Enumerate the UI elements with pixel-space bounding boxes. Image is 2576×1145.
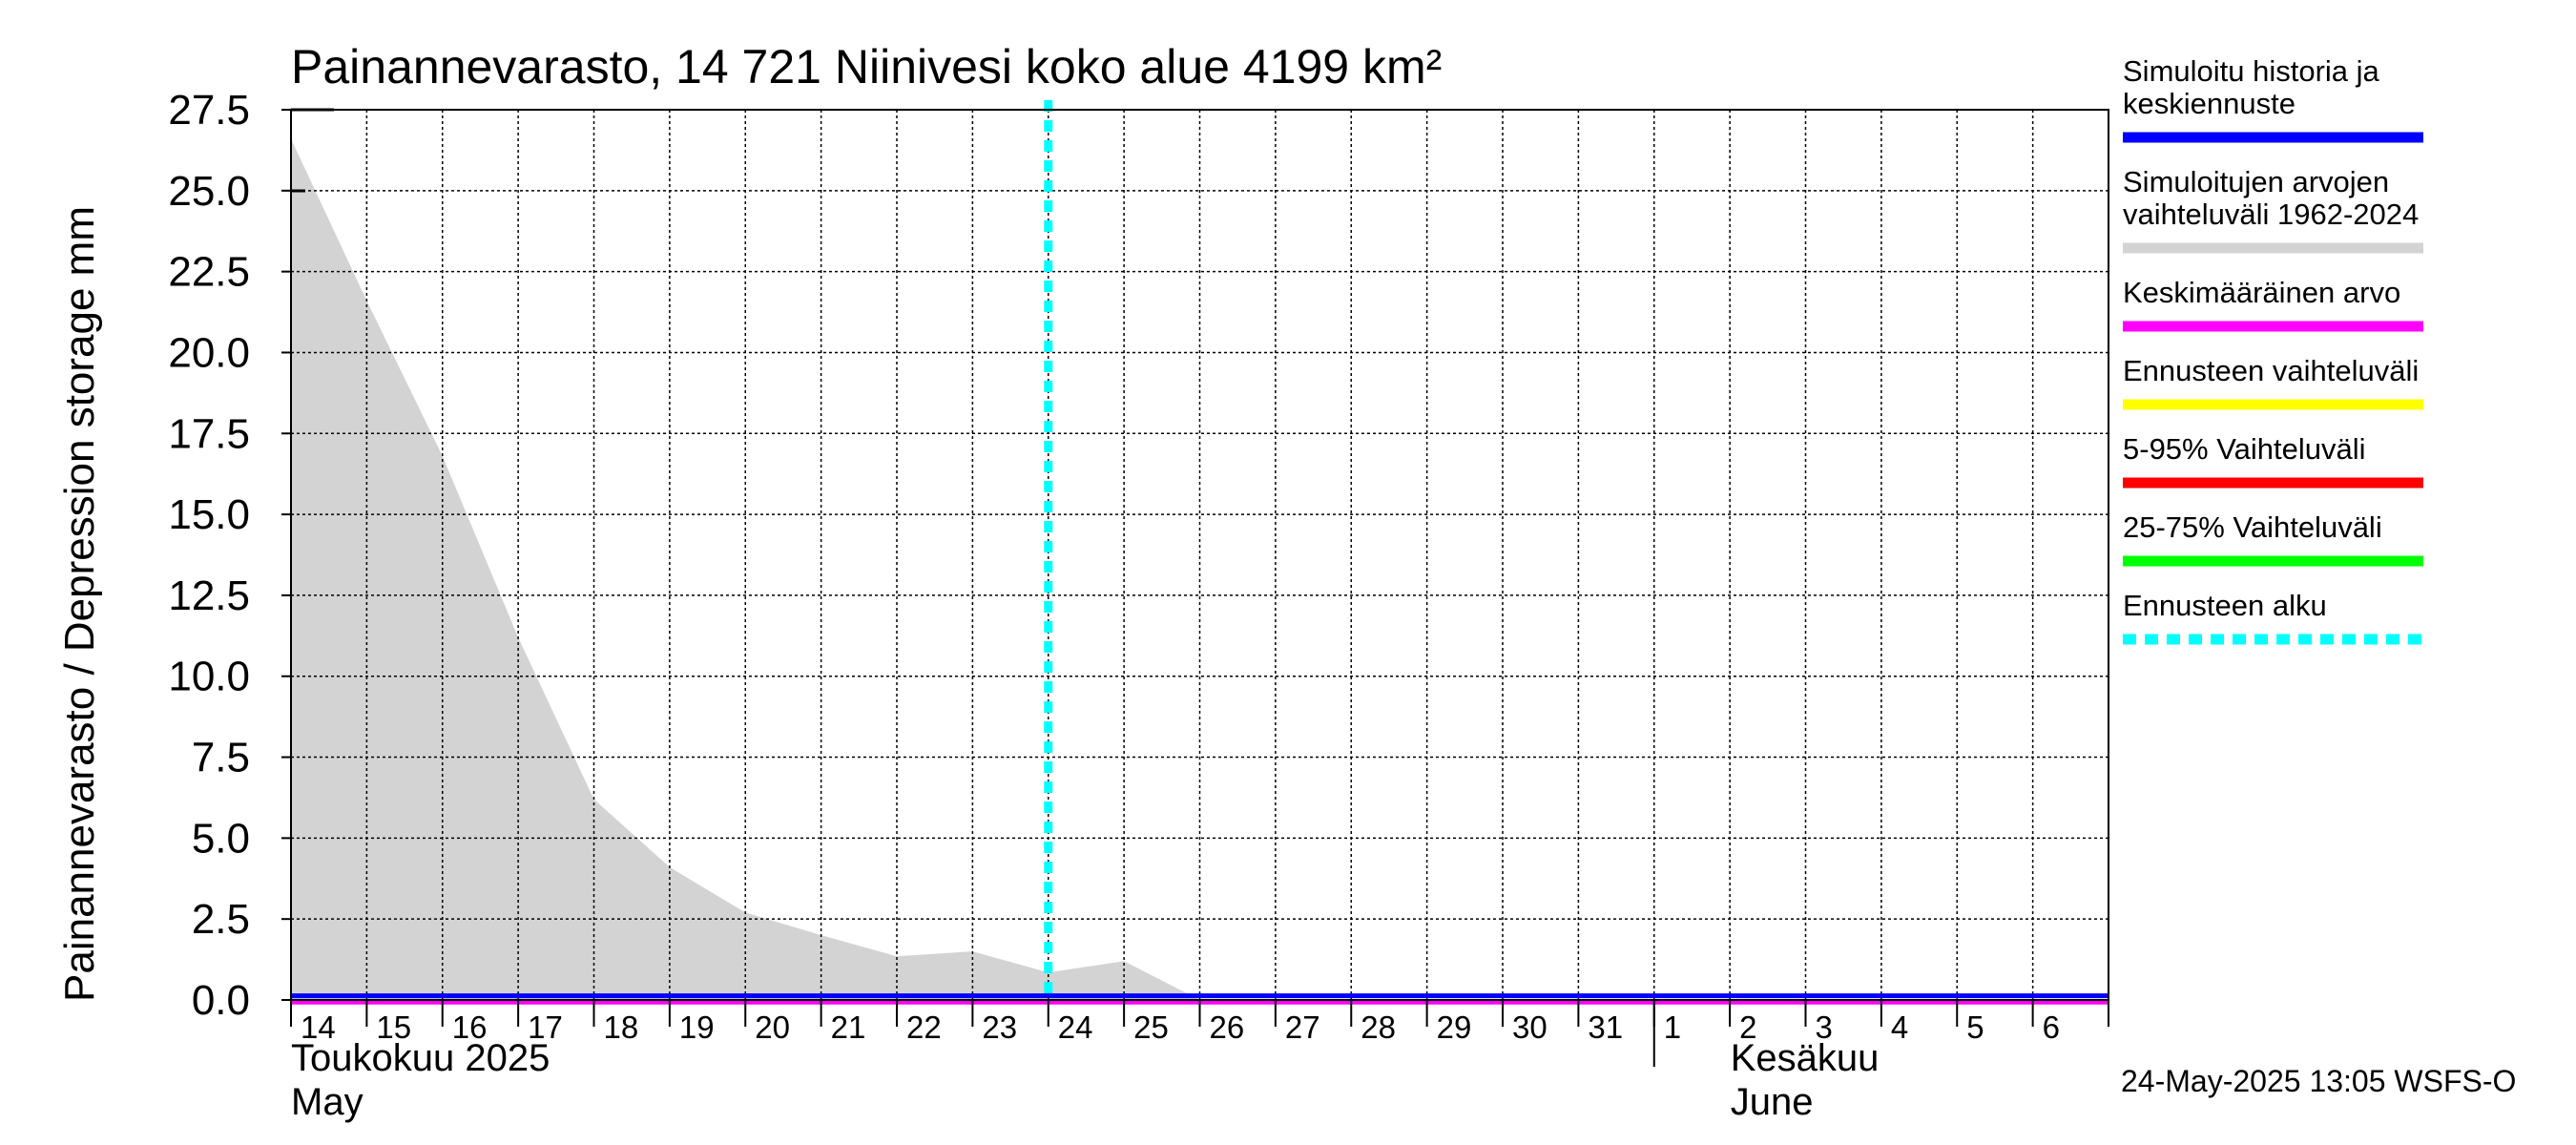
x-tick-label: 1	[1664, 1010, 1681, 1045]
x-tick-label: 5	[1966, 1010, 1984, 1045]
y-tick-label: 2.5	[192, 896, 250, 943]
y-tick-label: 15.0	[168, 491, 250, 538]
legend-label: vaihteluväli 1962-2024	[2123, 198, 2419, 231]
x-tick-label: 17	[528, 1010, 563, 1045]
x-tick-label: 27	[1285, 1010, 1320, 1045]
x-tick-label: 2	[1739, 1010, 1756, 1045]
plot-area: 0.0 2.5 5.0 7.5 10.0 12.5 15.0 17.5 20.0 22.5 25.0…	[168, 87, 2109, 1123]
y-tick-label: 20.0	[168, 329, 250, 376]
y-tick-label: 10.0	[168, 654, 250, 700]
legend-label: Ennusteen vaihteluväli	[2123, 354, 2419, 387]
y-axis-label: Painannevarasto / Depression storage mm	[56, 206, 103, 1002]
footer-timestamp: 24-May-2025 13:05 WSFS-O	[2121, 1064, 2516, 1098]
range-band-area	[291, 138, 2109, 1000]
month-label-fi: Kesäkuu	[1731, 1037, 1880, 1079]
x-tick-label: 31	[1588, 1010, 1623, 1045]
y-tick-label: 7.5	[192, 735, 250, 781]
x-tick-label: 21	[831, 1010, 866, 1045]
y-tick-label: 12.5	[168, 572, 250, 619]
x-tick-label: 15	[376, 1010, 411, 1045]
x-tick-label: 16	[452, 1010, 488, 1045]
x-tick-label: 4	[1891, 1010, 1908, 1045]
legend-label: keskiennuste	[2123, 87, 2296, 120]
legend-label: 25-75% Vaihteluväli	[2123, 510, 2382, 544]
legend-label: 5-95% Vaihteluväli	[2123, 432, 2365, 466]
y-tick-label: 22.5	[168, 249, 250, 296]
legend-label: Keskimääräinen arvo	[2123, 276, 2400, 309]
y-tick-label: 27.5	[168, 87, 250, 134]
x-tick-label: 25	[1133, 1010, 1169, 1045]
x-tick-label: 23	[982, 1010, 1017, 1045]
month-label-en: June	[1731, 1081, 1814, 1123]
y-tick-label: 0.0	[192, 977, 250, 1024]
legend-label: Simuloitujen arvojen	[2123, 165, 2389, 198]
x-tick-label: 19	[679, 1010, 715, 1045]
x-tick-label: 30	[1512, 1010, 1548, 1045]
legend-label: Simuloitu historia ja	[2123, 54, 2380, 88]
x-tick-label: 22	[906, 1010, 942, 1045]
x-tick-label: 28	[1361, 1010, 1396, 1045]
month-label-en: May	[291, 1081, 364, 1123]
x-tick-label: 20	[755, 1010, 790, 1045]
month-label-fi: Toukokuu 2025	[291, 1037, 550, 1079]
x-tick-label: 24	[1058, 1010, 1093, 1045]
x-tick-label: 26	[1210, 1010, 1245, 1045]
y-tick-label: 5.0	[192, 815, 250, 862]
y-tick-label: 17.5	[168, 410, 250, 457]
legend-label: Ennusteen alku	[2123, 589, 2327, 622]
chart-title: Painannevarasto, 14 721 Niinivesi koko a…	[291, 40, 1442, 94]
x-tick-label: 18	[604, 1010, 639, 1045]
x-tick-label: 29	[1437, 1010, 1472, 1045]
x-tick-label: 3	[1816, 1010, 1833, 1045]
y-tick-label: 25.0	[168, 168, 250, 215]
x-tick-label: 6	[2043, 1010, 2060, 1045]
x-tick-label: 14	[301, 1010, 336, 1045]
